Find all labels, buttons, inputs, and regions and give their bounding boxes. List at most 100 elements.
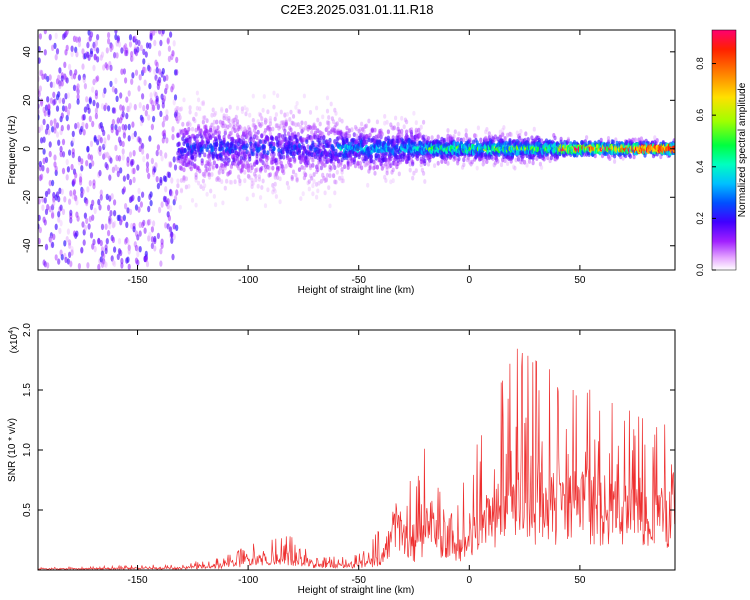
spectrogram-cell — [321, 161, 325, 167]
spectrogram-cell — [49, 232, 54, 239]
spectrogram-cell — [368, 132, 372, 138]
spectrogram-cell — [282, 166, 286, 172]
spectrogram-cell — [385, 164, 389, 170]
spectrogram-cell — [51, 241, 55, 249]
spectrogram-cell — [152, 115, 156, 123]
spectrogram-cell — [88, 98, 92, 105]
spectrogram-cell — [165, 74, 169, 81]
spectrogram-cell — [114, 124, 118, 131]
spectrogram-cell — [99, 256, 103, 263]
spectrogram-cell — [83, 224, 87, 232]
spectrogram-cell — [102, 258, 106, 265]
spectrogram-cell — [114, 144, 118, 152]
spectrogram-cell — [198, 168, 202, 174]
spectrogram-cell — [111, 222, 115, 229]
spectrogram-cell — [205, 167, 209, 173]
spectrogram-cell — [217, 169, 221, 175]
spectrogram-cell — [540, 165, 544, 170]
spectrogram-cell — [361, 126, 365, 132]
spectrogram-cell — [92, 238, 96, 246]
spectrogram-cell — [426, 161, 431, 167]
spectrogram-cell — [263, 120, 268, 125]
spectrogram-cell — [263, 164, 268, 169]
spectrogram-cell — [121, 140, 125, 148]
spectrogram-cell — [272, 146, 276, 152]
spectrogram-cell — [300, 165, 304, 170]
spectrogram-cell — [48, 141, 52, 148]
spectrogram-cell — [82, 239, 86, 246]
spectrogram-cell — [148, 82, 152, 90]
spectrogram-cell — [122, 132, 126, 139]
spectrogram-cell — [502, 125, 506, 130]
spectrogram-cell — [110, 43, 114, 51]
spectrogram-cell — [175, 224, 179, 231]
spectrogram-cell — [515, 150, 519, 156]
spectrogram-cell — [186, 121, 190, 127]
spectrogram-cell — [263, 127, 268, 133]
spectrogram-cell — [173, 195, 178, 202]
spectrogram-cell — [70, 246, 74, 253]
spectrogram-cell — [128, 102, 133, 109]
spectrogram-cell — [379, 130, 383, 136]
spectrogram-cell — [524, 131, 528, 137]
spectrogram-cell — [116, 253, 120, 260]
spectrogram-cell — [430, 135, 434, 141]
spectrogram-cell — [109, 157, 113, 164]
spectrogram-cell — [128, 41, 133, 48]
spectrogram-cell — [86, 262, 90, 269]
spectrogram-cell — [546, 155, 550, 161]
spectrogram-cell — [212, 119, 216, 125]
spectrogram-cell — [357, 163, 361, 169]
spectrogram-cell — [58, 227, 62, 235]
spectrogram-cell — [100, 223, 105, 231]
spectrogram-cell — [322, 163, 326, 168]
spectrogram-cell — [283, 133, 287, 138]
spectrogram-cell — [200, 101, 204, 106]
spectrogram-cell — [111, 236, 115, 244]
spectrogram-cell — [51, 210, 55, 218]
snr-x-label: Height of straight line (km) — [298, 585, 415, 596]
spectrogram-cell — [127, 135, 131, 142]
spectrogram-cell — [251, 192, 255, 198]
spectrogram-cell — [294, 122, 298, 128]
spectrogram-cell — [76, 215, 80, 222]
spectrogram-cell — [282, 122, 286, 128]
spectrogram-cell — [138, 102, 142, 109]
spectrogram-cell — [235, 119, 240, 124]
spectrogram-cell — [111, 166, 115, 173]
spectrogram-cell — [302, 175, 306, 181]
spectrogram-cell — [105, 193, 109, 201]
spectrogram-cell — [119, 249, 123, 257]
spectrogram-cell — [166, 37, 170, 44]
spectrogram-cell — [57, 74, 61, 82]
spectrogram-cell — [148, 135, 152, 142]
spectrogram-cell — [153, 90, 157, 97]
spectrogram-x-ticks: -150 -100 -50 0 50 — [128, 30, 586, 286]
spectrogram-cell — [52, 199, 56, 207]
spectrogram-cell — [82, 229, 86, 236]
spectrogram-cell — [340, 178, 344, 184]
spectrogram-cell — [109, 210, 113, 217]
spectrogram-cell — [194, 149, 198, 155]
spectrogram-cell — [233, 117, 237, 123]
spectrogram-cell — [49, 119, 54, 127]
spectrogram-cell — [240, 106, 244, 112]
spectrogram-cell — [98, 204, 102, 211]
spectrogram-cell — [464, 128, 468, 134]
spectrogram-cell — [164, 87, 168, 95]
spectrogram-cell — [506, 132, 510, 138]
spectrogram-cell — [156, 182, 160, 190]
spectrogram-cell — [471, 139, 476, 145]
spectrogram-cell — [164, 175, 168, 183]
spectrogram-cell — [167, 55, 171, 63]
spectrogram-cell — [100, 250, 105, 257]
spectrogram-cell — [94, 40, 98, 47]
spectrogram-cell — [323, 190, 327, 196]
spectrogram-cell — [270, 143, 274, 149]
spectrogram-cell — [137, 85, 141, 92]
spectrogram-cell — [225, 108, 229, 114]
spectrogram-cell — [150, 236, 154, 243]
spectrogram-cell — [167, 214, 171, 222]
spectrogram-cell — [85, 198, 89, 205]
spectrogram-cell — [172, 40, 176, 47]
